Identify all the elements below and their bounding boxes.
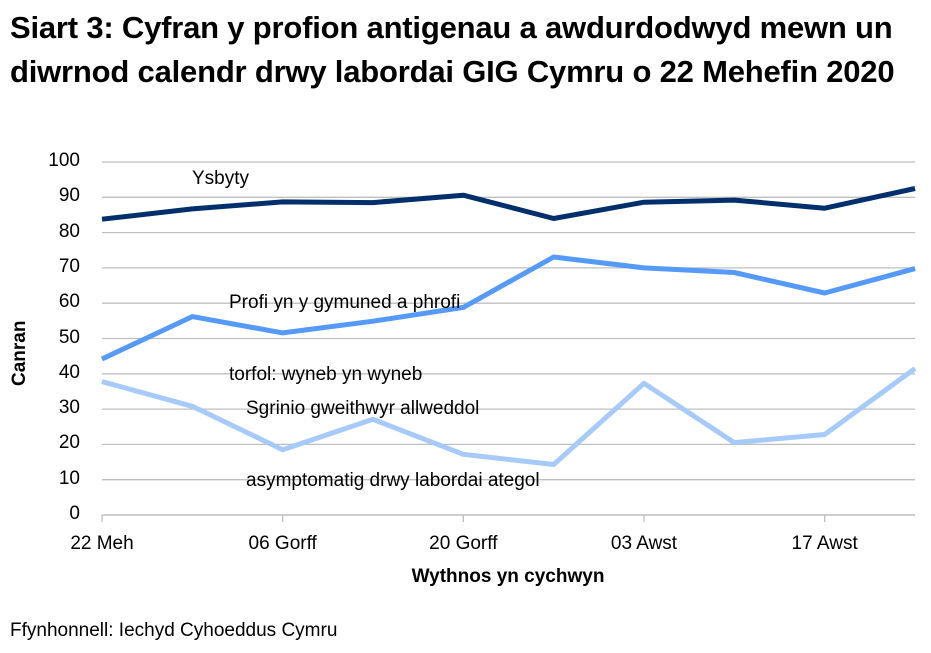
series-label-profi-line2: torfol: wyneb yn wyneb [229, 364, 423, 385]
y-tick-label: 10 [58, 467, 80, 489]
y-tick-label: 100 [48, 150, 80, 171]
x-tick-label: 06 Gorff [248, 533, 317, 554]
series-line-ysbyty [101, 186, 916, 222]
series-label-profi: Profi yn y gymuned a phrofi torfol: wyne… [229, 243, 460, 411]
y-tick-label: 90 [58, 185, 80, 207]
y-tick-label: 70 [58, 255, 80, 277]
y-tick-label: 0 [69, 503, 80, 524]
y-tick-label: 50 [58, 326, 80, 348]
series-label-ysbyty: Ysbyty [192, 168, 250, 189]
y-tick-label: 40 [58, 361, 80, 383]
series-label-sgrinio-line1: Sgrinio gweithwyr allweddol [246, 398, 480, 419]
data-lines [100, 186, 917, 467]
chart-title: Siart 3: Cyfran y profion antigenau a aw… [10, 10, 895, 89]
source-note: Ffynhonnell: Iechyd Cyhoeddus Cymru [10, 620, 338, 641]
series-label-sgrinio: Sgrinio gweithwyr allweddol asymptomatig… [246, 349, 540, 517]
x-tick-label: 17 Awst [791, 533, 858, 554]
y-tick-label: 30 [58, 397, 80, 419]
y-axis-label: Canran [9, 320, 30, 386]
x-tick-label: 22 Meh [70, 533, 134, 554]
gridlines [102, 161, 915, 516]
x-axis-label: Wythnos yn cychwyn [411, 566, 605, 587]
series-label-profi-line1: Profi yn y gymuned a phrofi [229, 292, 461, 313]
x-tick-label: 20 Gorff [429, 533, 498, 554]
x-axis-ticks [101, 515, 826, 522]
series-line-sgrinio [101, 366, 917, 467]
y-tick-label: 20 [58, 432, 80, 454]
y-tick-label: 80 [58, 220, 80, 242]
series-label-sgrinio-line2: asymptomatig drwy labordai ategol [246, 470, 540, 491]
series-line-profi [100, 254, 916, 362]
x-tick-label: 03 Awst [610, 533, 678, 554]
y-tick-label: 60 [58, 291, 80, 313]
